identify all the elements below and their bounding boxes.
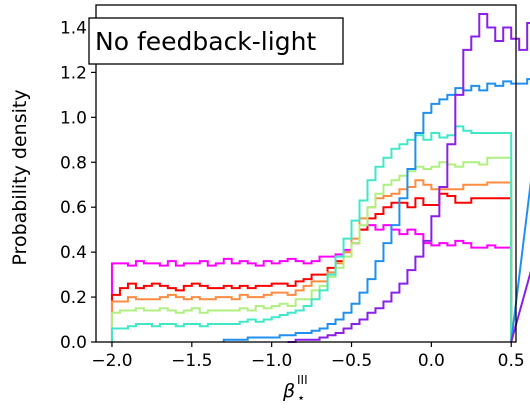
x-axis-label: β III ⋆ xyxy=(282,373,308,406)
series-layer xyxy=(110,12,530,343)
y-tick-label: 1.0 xyxy=(60,108,87,128)
histogram-series-7 xyxy=(287,12,530,343)
histogram-series-3 xyxy=(110,179,513,342)
plot-frame xyxy=(95,4,517,343)
y-tick-label: 0.0 xyxy=(60,333,87,353)
y-tick-label: 1.4 xyxy=(60,18,87,38)
y-tick-label: 0.6 xyxy=(60,198,87,218)
annotation-frame xyxy=(88,17,344,65)
x-axis-label-superscript: III xyxy=(297,373,308,387)
annotation-box: No feedback-light xyxy=(88,17,344,65)
annotation-text: No feedback-light xyxy=(95,27,316,56)
y-tick-label: 0.8 xyxy=(60,153,87,173)
ticks-layer: −2.0 −1.5 −1.0 −0.5 0.0 0.5 0.0 0.2 0.4 0.6 0.8 1.0… xyxy=(60,18,525,371)
x-tick-label: 0.0 xyxy=(418,351,445,371)
x-tick-label: −1.5 xyxy=(171,351,212,371)
histogram-series-2 xyxy=(110,192,513,342)
x-tick-label: 0.5 xyxy=(498,351,525,371)
x-axis-label-subscript: ⋆ xyxy=(297,391,305,406)
x-axis-label-symbol: β xyxy=(282,380,295,402)
y-tick-label: 1.2 xyxy=(60,63,87,83)
x-tick-label: −2.0 xyxy=(91,351,132,371)
histogram-series-4 xyxy=(110,156,513,342)
histogram-series-5 xyxy=(110,125,513,342)
y-axis-label: Probability density xyxy=(9,89,31,265)
y-tick-label: 0.2 xyxy=(60,288,87,308)
histogram-series-1 xyxy=(110,224,513,342)
y-tick-label: 0.4 xyxy=(60,243,87,263)
x-tick-label: −0.5 xyxy=(331,351,372,371)
x-tick-label: −1.0 xyxy=(251,351,292,371)
histogram-series-6 xyxy=(222,78,530,343)
